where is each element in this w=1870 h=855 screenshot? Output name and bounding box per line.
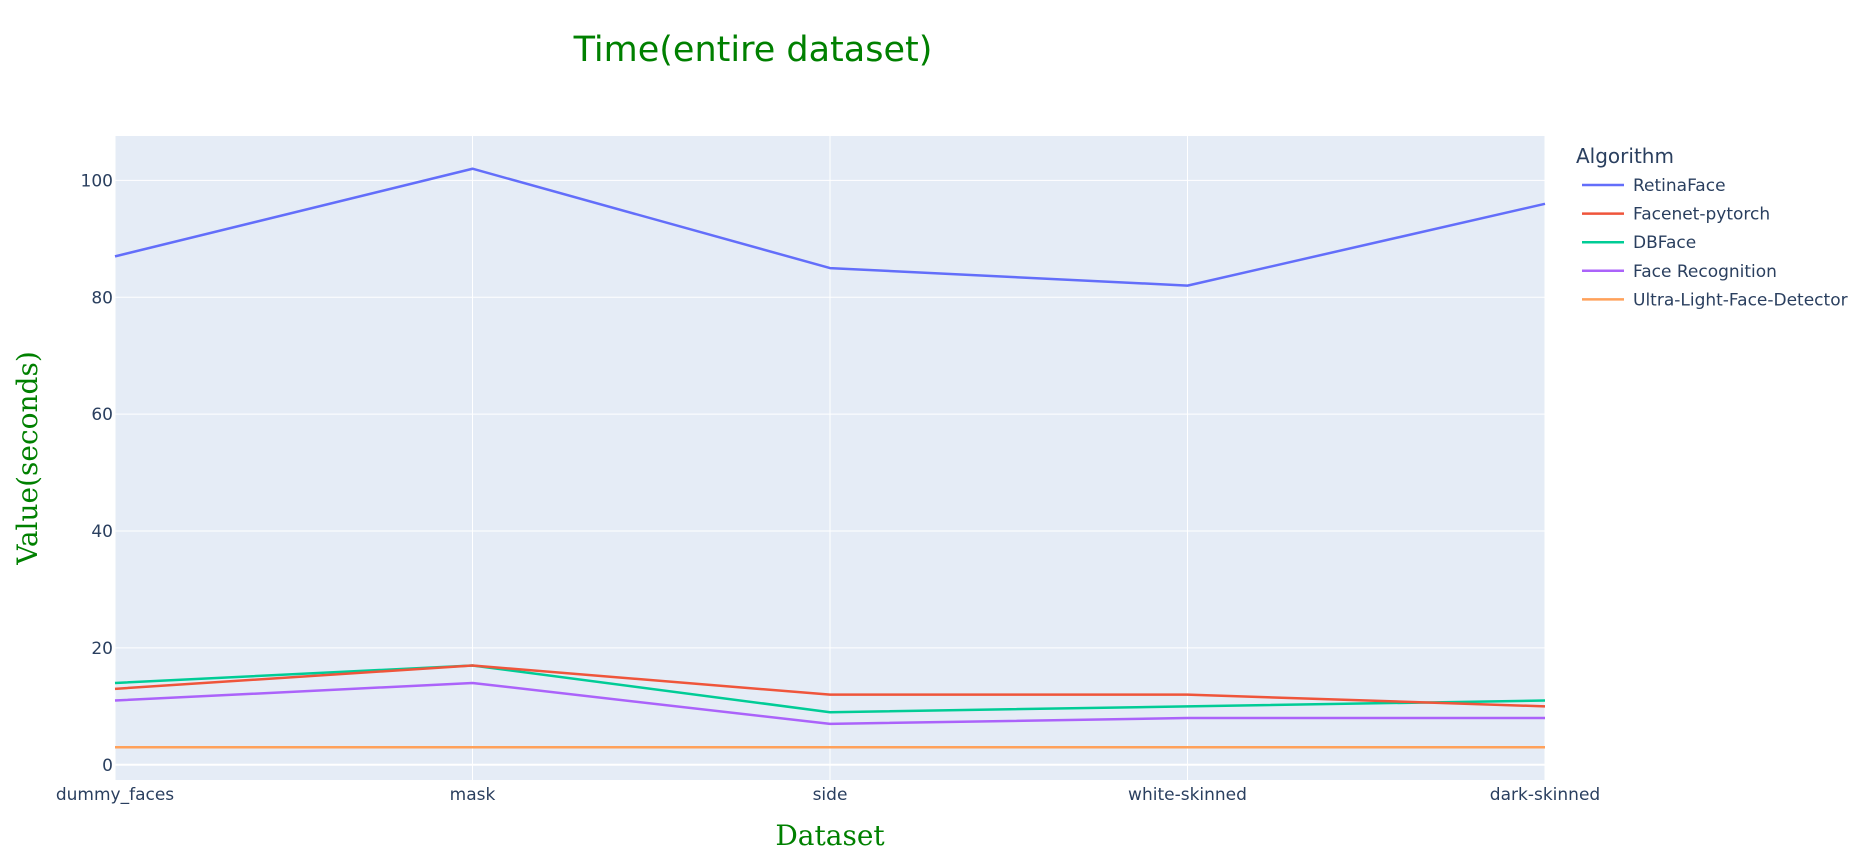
- legend: Algorithm RetinaFace Facenet-pytorch DBFac…: [1576, 144, 1848, 310]
- x-axis-ticks: dummy_faces mask side white-skinned dark-ski…: [56, 785, 1600, 805]
- x-axis-title: Dataset: [775, 819, 885, 852]
- series-line: [114, 167, 1546, 287]
- x-tick-label: mask: [450, 785, 496, 805]
- x-tick-label: side: [813, 785, 848, 805]
- y-axis-ticks: 0 20 40 60 80 100: [81, 171, 113, 775]
- legend-label: RetinaFace: [1633, 176, 1726, 196]
- series-line: [114, 664, 1546, 714]
- legend-title: Algorithm: [1576, 144, 1674, 168]
- x-tick-label: white-skinned: [1128, 785, 1247, 805]
- series-line: [114, 681, 1545, 726]
- y-tick-label: 20: [91, 639, 113, 659]
- series-lines: [114, 167, 1546, 749]
- grid: [114, 136, 1546, 780]
- legend-item[interactable]: Ultra-Light-Face-Detector: [1582, 290, 1848, 310]
- legend-items: RetinaFace Facenet-pytorch DBFace Face Reco…: [1582, 176, 1848, 310]
- y-tick-label: 0: [102, 756, 113, 776]
- chart-title: Time(entire dataset): [573, 30, 933, 70]
- y-tick-label: 100: [81, 171, 113, 191]
- x-tick-label: dummy_faces: [56, 785, 174, 805]
- legend-label: DBFace: [1633, 233, 1696, 253]
- legend-item[interactable]: Facenet-pytorch: [1582, 205, 1770, 225]
- legend-label: Facenet-pytorch: [1633, 205, 1770, 225]
- y-axis-title: Value(seconds): [11, 351, 44, 566]
- legend-item[interactable]: Face Recognition: [1582, 262, 1777, 282]
- legend-label: Face Recognition: [1633, 262, 1777, 282]
- legend-label: Ultra-Light-Face-Detector: [1633, 290, 1848, 310]
- legend-item[interactable]: DBFace: [1582, 233, 1696, 253]
- legend-item[interactable]: RetinaFace: [1582, 176, 1726, 196]
- series-line: [114, 664, 1546, 708]
- y-tick-label: 60: [91, 405, 113, 425]
- y-tick-label: 80: [91, 288, 113, 308]
- y-tick-label: 40: [91, 522, 113, 542]
- x-tick-label: dark-skinned: [1490, 785, 1600, 805]
